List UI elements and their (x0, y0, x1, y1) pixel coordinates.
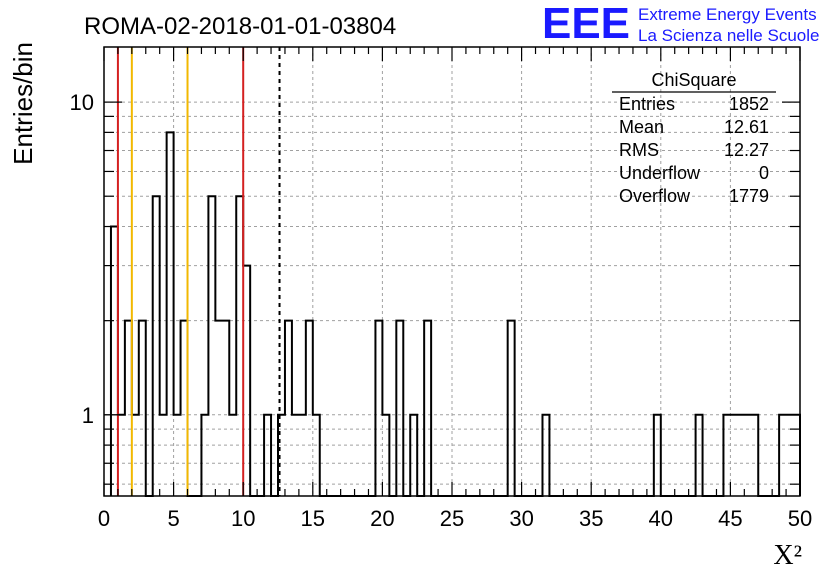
histogram-bin (779, 415, 786, 496)
x-tick-label: 5 (167, 506, 179, 531)
histogram-bin (264, 415, 271, 496)
histogram-bin (139, 321, 146, 496)
stats-box: ChiSquare Entries 1852 Mean 12.61 RMS 12.27 Un… (612, 70, 776, 206)
y-tick-label: 1 (82, 403, 94, 428)
histogram-bin (236, 196, 243, 496)
histogram-bin (382, 415, 389, 496)
histogram-bin (396, 321, 403, 496)
stats-label: Underflow (619, 163, 701, 183)
histogram-bin (654, 415, 661, 496)
stats-value: 1779 (729, 186, 769, 206)
histogram-bin (167, 132, 174, 496)
stats-rows: Entries 1852 Mean 12.61 RMS 12.27 Underflow 0 Ov… (619, 94, 769, 206)
histogram-bin (243, 266, 250, 496)
eee-logo-line2: La Scienza nelle Scuole (638, 26, 819, 45)
histogram-bin (424, 321, 431, 496)
y-tick-label: 10 (70, 90, 94, 115)
chart-title: ROMA-02-2018-01-01-03804 (84, 13, 396, 40)
histogram-bin (201, 415, 208, 496)
eee-logo: EEE Extreme Energy Events La Scienza nel… (542, 0, 819, 48)
histogram-bin (153, 196, 160, 496)
y-axis-label: Entries/bin (8, 42, 38, 165)
tick-labels: 0 5 10 15 20 25 30 35 40 45 50 1 10 (70, 90, 813, 531)
stats-title: ChiSquare (651, 70, 736, 90)
stats-value: 0 (759, 163, 769, 183)
histogram-bin (542, 415, 549, 496)
histogram-bin (299, 415, 306, 496)
histogram-bin (751, 415, 758, 496)
stats-value: 1852 (729, 94, 769, 114)
x-tick-label: 35 (579, 506, 603, 531)
histogram-bins (109, 131, 801, 497)
x-axis-label: X² (773, 540, 802, 571)
eee-logo-letters: EEE (542, 0, 630, 48)
stats-label: Entries (619, 94, 675, 114)
x-tick-label: 50 (788, 506, 812, 531)
histogram-bin (215, 321, 222, 496)
histogram-bin (730, 415, 737, 496)
eee-logo-line1: Extreme Energy Events (638, 5, 817, 24)
x-tick-label: 10 (231, 506, 255, 531)
histogram-bin (375, 321, 382, 496)
tick-marks (103, 47, 801, 496)
histogram-bin (111, 227, 118, 496)
stats-value: 12.61 (724, 117, 769, 137)
x-tick-label: 0 (98, 506, 110, 531)
x-tick-label: 45 (718, 506, 742, 531)
histogram-bin (723, 415, 730, 496)
x-tick-label: 15 (301, 506, 325, 531)
histogram-bin (292, 415, 299, 496)
histogram-bin (208, 196, 215, 496)
stats-label: Overflow (619, 186, 691, 206)
stats-label: RMS (619, 140, 659, 160)
histogram-bin (181, 321, 188, 496)
x-tick-label: 40 (649, 506, 673, 531)
reference-lines (116, 47, 281, 496)
histogram-bin (744, 415, 751, 496)
x-tick-label: 20 (370, 506, 394, 531)
histogram-bin (118, 415, 125, 496)
x-tick-label: 25 (440, 506, 464, 531)
histogram-bin (132, 415, 139, 496)
x-tick-label: 30 (509, 506, 533, 531)
histogram-bin (410, 415, 417, 496)
stats-label: Mean (619, 117, 664, 137)
histogram-bin (229, 415, 236, 496)
histogram-bin (696, 415, 703, 496)
stats-value: 12.27 (724, 140, 769, 160)
histogram-bin (737, 415, 744, 496)
histogram-bin (306, 321, 313, 496)
histogram-bin (174, 415, 181, 496)
histogram-bin (313, 415, 320, 496)
histogram-bin (508, 321, 515, 496)
histogram-bin (160, 415, 167, 496)
histogram-bin (222, 321, 229, 496)
histogram-bin (125, 321, 132, 496)
histogram-bin (285, 321, 292, 496)
